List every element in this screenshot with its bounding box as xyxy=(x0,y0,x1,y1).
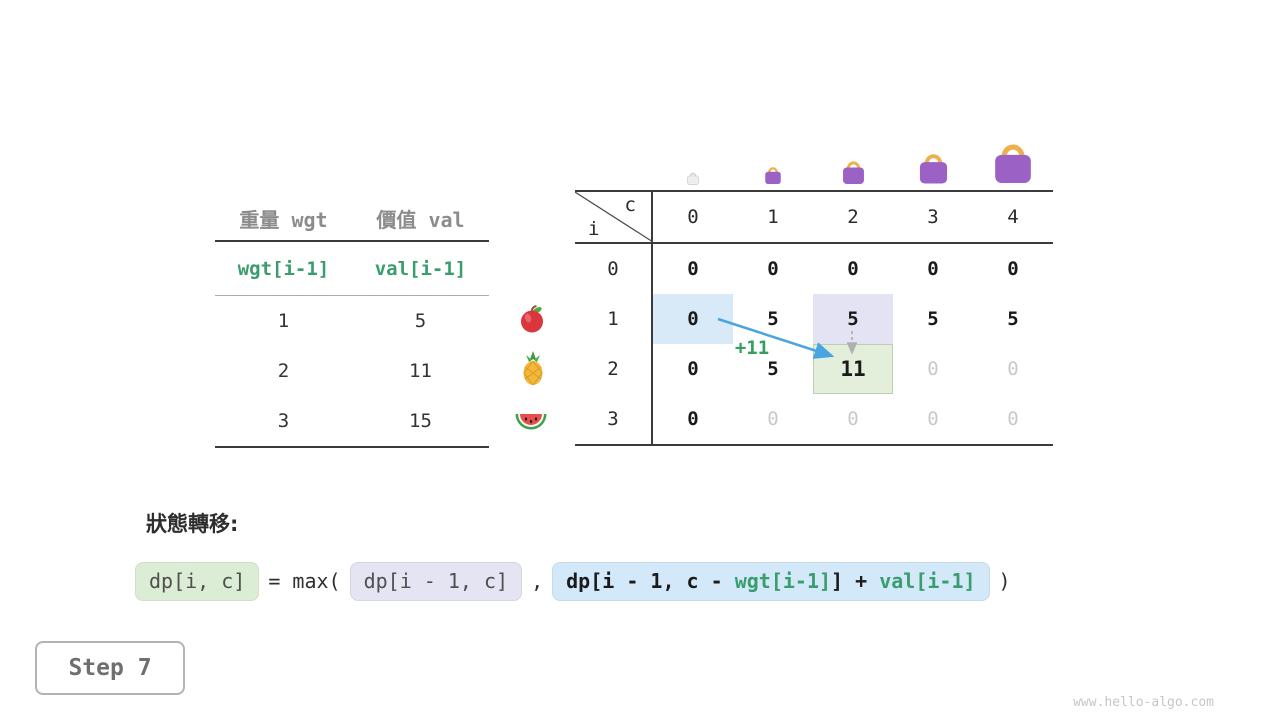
dp-cell-2-2: 11 xyxy=(813,344,893,394)
dp-row-header-2: 2 xyxy=(575,344,653,394)
formula-result: dp[i, c] xyxy=(135,561,260,601)
dp-axis-c: c xyxy=(624,194,636,216)
dp-col-header-2: 2 xyxy=(813,192,893,244)
dp-cell-3-4: 0 xyxy=(1007,408,1019,430)
apple-icon xyxy=(515,302,549,336)
formula-option2: dp[i - 1, c - wgt[i-1]] + val[i-1] xyxy=(552,561,990,601)
bag-capacity-1 xyxy=(733,126,813,185)
dp-cell-2-3: 0 xyxy=(927,358,939,380)
items-table-header: 重量 wgt 價值 val xyxy=(215,196,489,242)
dp-cell-1-2: 5 xyxy=(813,294,893,344)
formula-option2-val: val[i-1] xyxy=(879,568,976,593)
item-weight: 3 xyxy=(277,410,290,432)
pineapple-icon xyxy=(516,351,550,386)
dp-cell-1-4: 5 xyxy=(1007,308,1019,330)
dp-cell-1-3: 5 xyxy=(927,308,939,330)
watermelon-icon xyxy=(514,404,548,438)
dp-cell-0-1: 0 xyxy=(767,258,779,280)
items-col-weight: 重量 wgt xyxy=(239,207,328,232)
capacity-bags xyxy=(653,126,1053,185)
items-val-formula: val[i-1] xyxy=(374,257,467,280)
formula-option2-part: dp[i - 1, c - xyxy=(566,568,735,593)
items-col-value: 價值 val xyxy=(376,207,465,232)
bag-icon xyxy=(995,144,1031,183)
dp-cell-2-1: 5 xyxy=(767,358,779,380)
bag-capacity-2 xyxy=(813,126,893,185)
items-rows: 1 5 2 11 3 15 xyxy=(215,296,489,446)
formula-option2-wgt: wgt[i-1] xyxy=(734,568,832,593)
dp-cell-0-2: 0 xyxy=(847,258,859,280)
corner-diagonal xyxy=(575,192,653,242)
dp-cell-2-0: 0 xyxy=(687,358,699,380)
bag-icon xyxy=(765,167,781,184)
step-indicator: Step 7 xyxy=(35,641,185,695)
dp-table: c i 0 1 2 3 4 0 0 0 0 0 0 1 0 5 5 5 5 2 0 5 11 0 0 3 0 0 0 0 0 xyxy=(575,190,1053,446)
bag-capacity-3 xyxy=(893,126,973,185)
dp-cell-3-3: 0 xyxy=(927,408,939,430)
dp-cell-2-4: 0 xyxy=(1007,358,1019,380)
dp-row-header-1: 1 xyxy=(575,294,653,344)
watermark: www.hello-algo.com xyxy=(1073,695,1214,710)
formula-separator: , xyxy=(531,569,544,593)
transition-formula: dp[i, c] = max( dp[i - 1, c] , dp[i - 1,… xyxy=(135,559,1011,603)
item-value: 5 xyxy=(414,310,427,332)
item-row-3: 3 15 xyxy=(215,396,489,446)
formula-option1: dp[i - 1, c] xyxy=(349,561,523,601)
items-table-formula-row: wgt[i-1] val[i-1] xyxy=(215,242,489,296)
item-value: 11 xyxy=(409,360,432,382)
formula-close: ) xyxy=(998,569,1011,593)
dp-corner-cell: c i xyxy=(575,192,653,244)
dp-col-header-1: 1 xyxy=(733,192,813,244)
dp-cell-0-4: 0 xyxy=(1007,258,1019,280)
item-weight: 2 xyxy=(277,360,290,382)
dp-cell-3-2: 0 xyxy=(847,408,859,430)
dp-cell-3-0: 0 xyxy=(687,408,699,430)
dp-row-header-3: 3 xyxy=(575,394,653,444)
dp-row-header-0: 0 xyxy=(575,244,653,294)
items-table: 重量 wgt 價值 val wgt[i-1] val[i-1] 1 5 2 11 3 15 xyxy=(215,196,489,448)
bag-icon xyxy=(687,172,699,185)
dp-col-header-4: 4 xyxy=(973,192,1053,244)
bag-icon xyxy=(919,154,947,184)
bag-capacity-4 xyxy=(973,126,1053,185)
step-label: Step 7 xyxy=(68,655,152,681)
formula-option2-part: ] + xyxy=(831,568,880,593)
items-wgt-formula: wgt[i-1] xyxy=(237,257,330,280)
bag-capacity-0 xyxy=(653,126,733,185)
dp-cell-3-1: 0 xyxy=(767,408,779,430)
dp-cell-0-0: 0 xyxy=(687,258,699,280)
transition-label: 狀態轉移: xyxy=(146,512,239,536)
dp-axis-i: i xyxy=(588,218,600,240)
dp-cell-0-3: 0 xyxy=(927,258,939,280)
bag-icon xyxy=(842,161,864,184)
dp-col-header-3: 3 xyxy=(893,192,973,244)
formula-operator: = max( xyxy=(268,569,341,593)
dp-col-header-0: 0 xyxy=(653,192,733,244)
item-weight: 1 xyxy=(277,310,290,332)
item-row-2: 2 11 xyxy=(215,346,489,396)
transfer-annotation: +11 xyxy=(734,337,770,359)
item-value: 15 xyxy=(409,410,432,432)
dp-cell-1-0: 0 xyxy=(653,294,733,344)
